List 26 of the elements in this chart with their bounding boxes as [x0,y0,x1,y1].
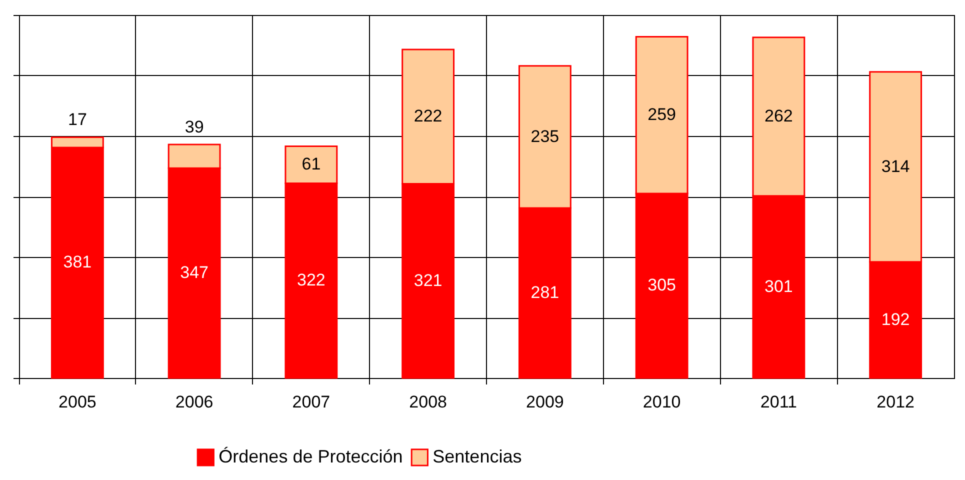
data-label: 314 [881,156,910,176]
data-label: 61 [302,154,321,174]
x-tick-label: 2008 [409,392,447,412]
data-label: 39 [184,117,204,136]
data-label: 192 [881,310,910,329]
data-label: 262 [764,106,793,126]
data-label: 305 [648,276,676,295]
data-label: 17 [68,110,87,130]
data-label: 347 [180,263,208,282]
x-tick-label: 2011 [760,392,797,412]
data-label: 222 [414,106,442,126]
x-tick-label: 2012 [876,392,914,412]
x-tick-label: 2006 [175,392,214,412]
data-label: 281 [530,282,560,302]
data-label: 381 [63,252,92,272]
data-label: 235 [530,126,560,146]
data-label: 322 [297,270,326,290]
legend-label: Sentencias [432,446,522,466]
data-label: 301 [764,276,793,296]
data-label: 259 [648,105,676,124]
x-tick-label: 2007 [292,392,330,412]
x-tick-label: 2010 [642,392,681,412]
x-tick-label: 2005 [58,392,96,412]
legend-label: Órdenes de Protección [218,446,403,466]
x-tick-label: 2009 [526,392,564,412]
data-label: 321 [414,270,442,290]
